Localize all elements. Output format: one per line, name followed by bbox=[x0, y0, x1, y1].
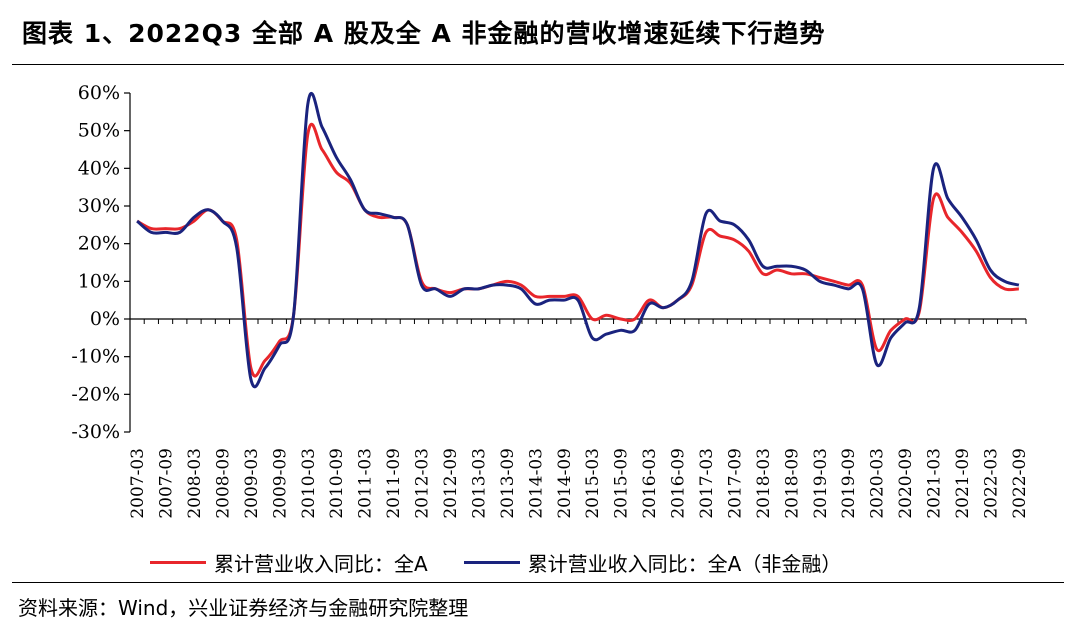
y-tick-label: 20% bbox=[78, 233, 120, 255]
y-tick-label: 50% bbox=[78, 120, 120, 142]
source-rule bbox=[12, 582, 1064, 583]
y-axis-labels: -30% -20% -10% 0% 10% 20% 30% 40% 50% 60% bbox=[71, 82, 120, 443]
x-tick-label: 2010-09 bbox=[327, 448, 347, 519]
y-tick-label: -30% bbox=[71, 421, 120, 443]
legend-swatch-all-a bbox=[150, 561, 206, 564]
x-tick-label: 2015-09 bbox=[612, 448, 632, 519]
legend-item-all-a: 累计营业收入同比：全A bbox=[150, 548, 428, 577]
x-tick-label: 2019-09 bbox=[839, 448, 859, 519]
x-tick-label: 2018-09 bbox=[782, 448, 802, 519]
y-tick-label: 10% bbox=[78, 270, 120, 292]
x-tick-label: 2020-03 bbox=[868, 448, 888, 519]
x-tick-label: 2020-09 bbox=[896, 448, 916, 519]
series-lines bbox=[136, 92, 1020, 389]
x-tick-label: 2012-03 bbox=[413, 448, 433, 519]
x-tick-label: 2014-09 bbox=[555, 448, 575, 519]
chart-axes bbox=[124, 92, 1027, 433]
y-tick-label: 30% bbox=[78, 195, 120, 217]
x-tick-label: 2021-03 bbox=[925, 448, 945, 519]
series-line-non-financial bbox=[136, 92, 1020, 389]
legend-item-non-financial: 累计营业收入同比：全A（非金融） bbox=[463, 548, 842, 577]
x-tick-label: 2015-03 bbox=[583, 448, 603, 519]
x-axis-labels: 2007-03 2007-09 2008-03 2008-09 2009-03 2009-… bbox=[128, 448, 1030, 519]
x-tick-label: 2008-03 bbox=[185, 448, 205, 519]
x-tick-label: 2016-09 bbox=[669, 448, 689, 519]
y-tick-label: -10% bbox=[71, 346, 120, 368]
x-tick-label: 2019-03 bbox=[811, 448, 831, 519]
figure-title: 图表 1、2022Q3 全部 A 股及全 A 非金融的营收增速延续下行趋势 bbox=[22, 19, 826, 48]
legend-label-all-a: 累计营业收入同比：全A bbox=[214, 552, 428, 576]
x-tick-label: 2018-03 bbox=[754, 448, 774, 519]
x-tick-label: 2013-03 bbox=[469, 448, 489, 519]
x-tick-label: 2012-09 bbox=[441, 448, 461, 519]
series-line-all-a bbox=[136, 122, 1019, 378]
x-tick-label: 2021-09 bbox=[953, 448, 973, 519]
x-tick-label: 2009-09 bbox=[270, 448, 290, 519]
x-tick-label: 2022-09 bbox=[1010, 448, 1030, 519]
chart-legend: 累计营业收入同比：全A 累计营业收入同比：全A（非金融） bbox=[150, 548, 841, 577]
x-tick-label: 2016-03 bbox=[640, 448, 660, 519]
x-tick-label: 2013-09 bbox=[498, 448, 518, 519]
x-tick-label: 2008-09 bbox=[213, 448, 233, 519]
x-tick-label: 2010-03 bbox=[299, 448, 319, 519]
x-tick-label: 2014-03 bbox=[526, 448, 546, 519]
x-tick-label: 2009-03 bbox=[242, 448, 262, 519]
y-tick-label: 60% bbox=[78, 82, 120, 104]
x-tick-label: 2011-03 bbox=[356, 448, 376, 519]
y-tick-label: 0% bbox=[90, 308, 120, 330]
x-tick-label: 2007-09 bbox=[157, 448, 177, 519]
y-tick-label: -20% bbox=[71, 383, 120, 405]
source-note: 资料来源：Wind，兴业证券经济与金融研究院整理 bbox=[18, 596, 469, 620]
x-tick-label: 2017-09 bbox=[725, 448, 745, 519]
x-tick-label: 2007-03 bbox=[128, 448, 148, 519]
title-rule bbox=[12, 64, 1064, 65]
legend-swatch-non-financial bbox=[463, 561, 520, 564]
x-tick-label: 2017-03 bbox=[697, 448, 717, 519]
x-tick-label: 2011-09 bbox=[384, 448, 404, 519]
legend-label-non-financial: 累计营业收入同比：全A（非金融） bbox=[527, 552, 842, 576]
y-tick-label: 40% bbox=[78, 157, 120, 179]
x-tick-label: 2022-03 bbox=[981, 448, 1001, 519]
